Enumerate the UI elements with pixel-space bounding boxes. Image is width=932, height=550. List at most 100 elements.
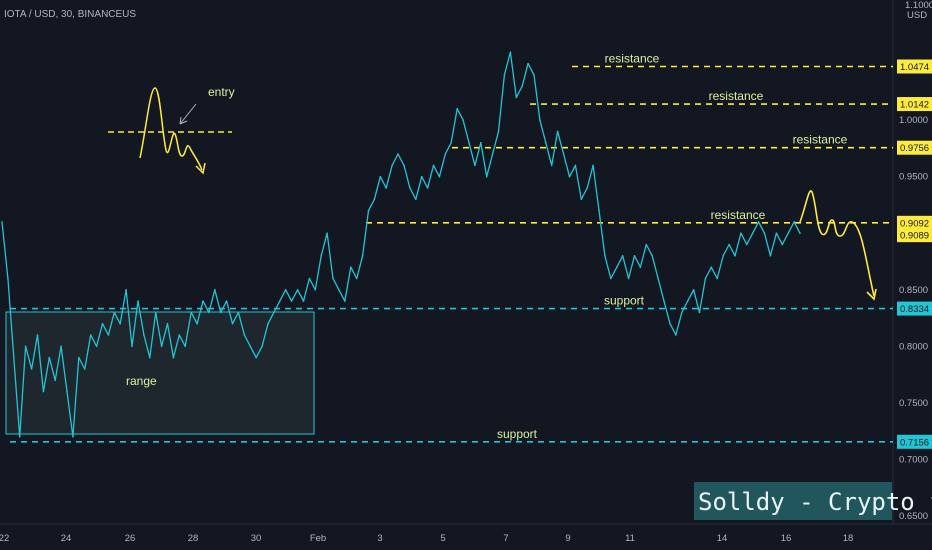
- price-point: [119, 322, 121, 325]
- y-tick-label: 0.7000: [899, 454, 928, 465]
- price-point: [698, 311, 701, 314]
- entry-pointer: [179, 103, 197, 125]
- currency-label: USD: [907, 10, 927, 21]
- price-point: [675, 334, 677, 336]
- price-point: [485, 175, 488, 178]
- price-point: [261, 345, 263, 348]
- price-point: [326, 232, 328, 234]
- price-point: [645, 243, 648, 246]
- price-point: [621, 255, 624, 257]
- price-point: [586, 187, 588, 189]
- price-point: [592, 164, 594, 167]
- y-tick-label: 0.6500: [899, 511, 928, 522]
- price-point: [78, 356, 80, 359]
- price-point: [255, 356, 257, 359]
- price-point: [89, 334, 92, 336]
- price-point: [237, 311, 240, 314]
- x-tick-label: 24: [61, 533, 72, 544]
- price-point: [787, 232, 789, 234]
- price-series-line: [1, 51, 801, 438]
- y-tick-label: 0.9500: [899, 172, 928, 183]
- price-point: [568, 175, 571, 178]
- price-point: [36, 334, 39, 336]
- projection-arrowhead: [866, 288, 877, 301]
- x-tick-label: 7: [503, 533, 508, 544]
- support-price-tag: [897, 301, 932, 316]
- price-point: [7, 277, 9, 280]
- range-box: [5, 311, 315, 435]
- price-point: [480, 141, 482, 144]
- x-tick-label: 22: [0, 533, 9, 544]
- price-point: [214, 289, 216, 291]
- price-point: [633, 255, 636, 257]
- price-point: [657, 277, 659, 280]
- price-point: [562, 153, 565, 155]
- price-point: [373, 198, 376, 201]
- price-point: [799, 232, 801, 234]
- price-point: [426, 187, 429, 189]
- price-point: [746, 243, 748, 246]
- price-point: [314, 289, 317, 291]
- price-point: [308, 277, 311, 280]
- price-point: [503, 74, 506, 76]
- support-level-text: support: [497, 427, 538, 441]
- price-point: [184, 345, 186, 348]
- price-point: [462, 119, 464, 121]
- price-point: [178, 334, 181, 336]
- price-point: [403, 164, 405, 167]
- price-point: [651, 255, 653, 257]
- price-point: [740, 232, 742, 234]
- price-point: [302, 300, 305, 302]
- price-point: [361, 255, 364, 257]
- price-point: [409, 187, 411, 189]
- price-point: [598, 209, 600, 212]
- price-point: [385, 187, 388, 189]
- price-point: [219, 311, 222, 314]
- x-tick-label: 26: [125, 533, 136, 544]
- price-point: [131, 345, 133, 348]
- price-point: [527, 62, 529, 65]
- price-point: [533, 74, 535, 76]
- price-point: [243, 334, 246, 336]
- x-tick-label: 11: [625, 533, 635, 544]
- price-point: [497, 130, 500, 133]
- y-tick-label: 0.8000: [899, 341, 928, 352]
- price-point: [149, 356, 151, 359]
- price-point: [296, 289, 299, 291]
- price-point: [202, 300, 204, 302]
- price-point: [550, 164, 553, 167]
- price-point: [728, 243, 730, 246]
- price-point: [610, 277, 612, 280]
- x-tick-label: 18: [843, 533, 854, 544]
- price-point: [344, 300, 346, 302]
- price-point: [491, 153, 494, 155]
- price-point: [692, 289, 695, 291]
- support-price-tag-label: 0.7156: [900, 437, 929, 448]
- range-label: range: [126, 374, 157, 388]
- price-point: [509, 51, 512, 53]
- x-tick-label: Feb: [310, 533, 326, 544]
- resistance-price-tag: [897, 97, 932, 112]
- price-point: [160, 345, 163, 348]
- resistance-level-text: resistance: [711, 208, 766, 222]
- support-level-text: support: [604, 294, 645, 308]
- price-point: [415, 198, 417, 201]
- price-point: [545, 141, 547, 144]
- price-point: [284, 289, 287, 291]
- price-point: [539, 119, 541, 121]
- projection-path: [799, 190, 875, 297]
- price-point: [208, 311, 210, 314]
- price-axis-top-label: 1.1000: [905, 0, 932, 11]
- price-point: [273, 311, 275, 314]
- price-point: [704, 277, 707, 280]
- price-point: [432, 164, 435, 167]
- price-point: [290, 300, 293, 302]
- price-point: [757, 221, 760, 223]
- price-point: [444, 153, 447, 155]
- price-point: [190, 311, 192, 314]
- price-point: [686, 300, 689, 302]
- price-point: [793, 221, 795, 223]
